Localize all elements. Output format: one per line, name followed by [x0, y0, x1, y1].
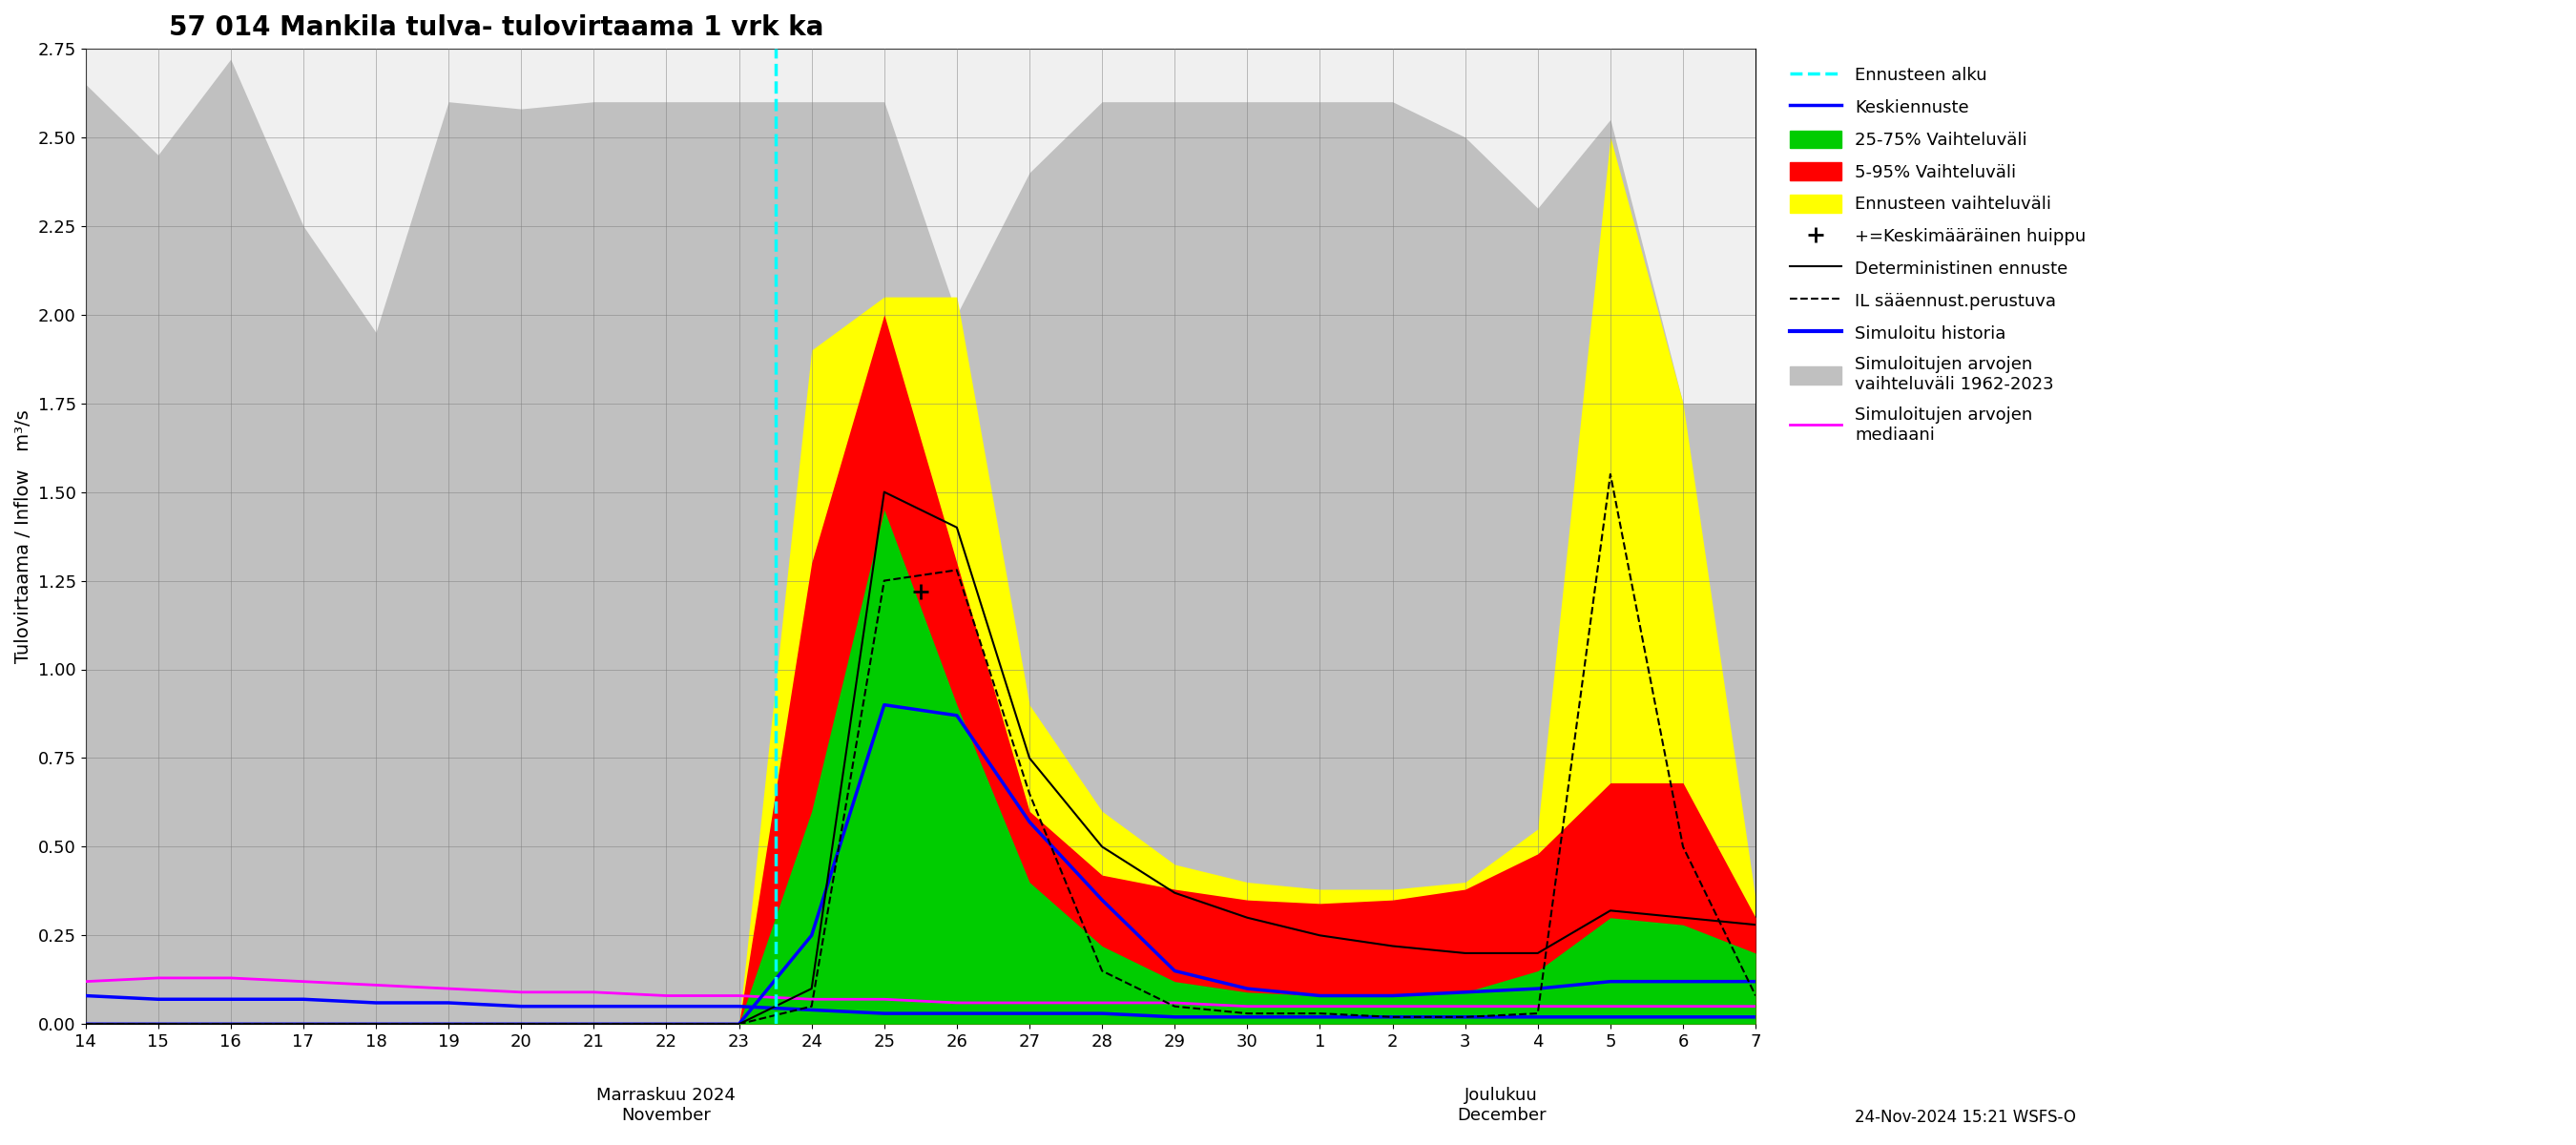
Y-axis label: Tulovirtaama / Inflow   m³/s: Tulovirtaama / Inflow m³/s	[15, 410, 33, 663]
Text: Marraskuu 2024
November: Marraskuu 2024 November	[598, 1087, 737, 1124]
Text: 24-Nov-2024 15:21 WSFS-O: 24-Nov-2024 15:21 WSFS-O	[1855, 1108, 2076, 1126]
Text: 57 014 Mankila tulva- tulovirtaama 1 vrk ka: 57 014 Mankila tulva- tulovirtaama 1 vrk…	[170, 14, 824, 41]
Text: Joulukuu
December: Joulukuu December	[1458, 1087, 1546, 1124]
Legend: Ennusteen alku, Keskiennuste, 25-75% Vaihteluväli, 5-95% Vaihteluväli, Ennusteen: Ennusteen alku, Keskiennuste, 25-75% Vai…	[1780, 57, 2094, 452]
